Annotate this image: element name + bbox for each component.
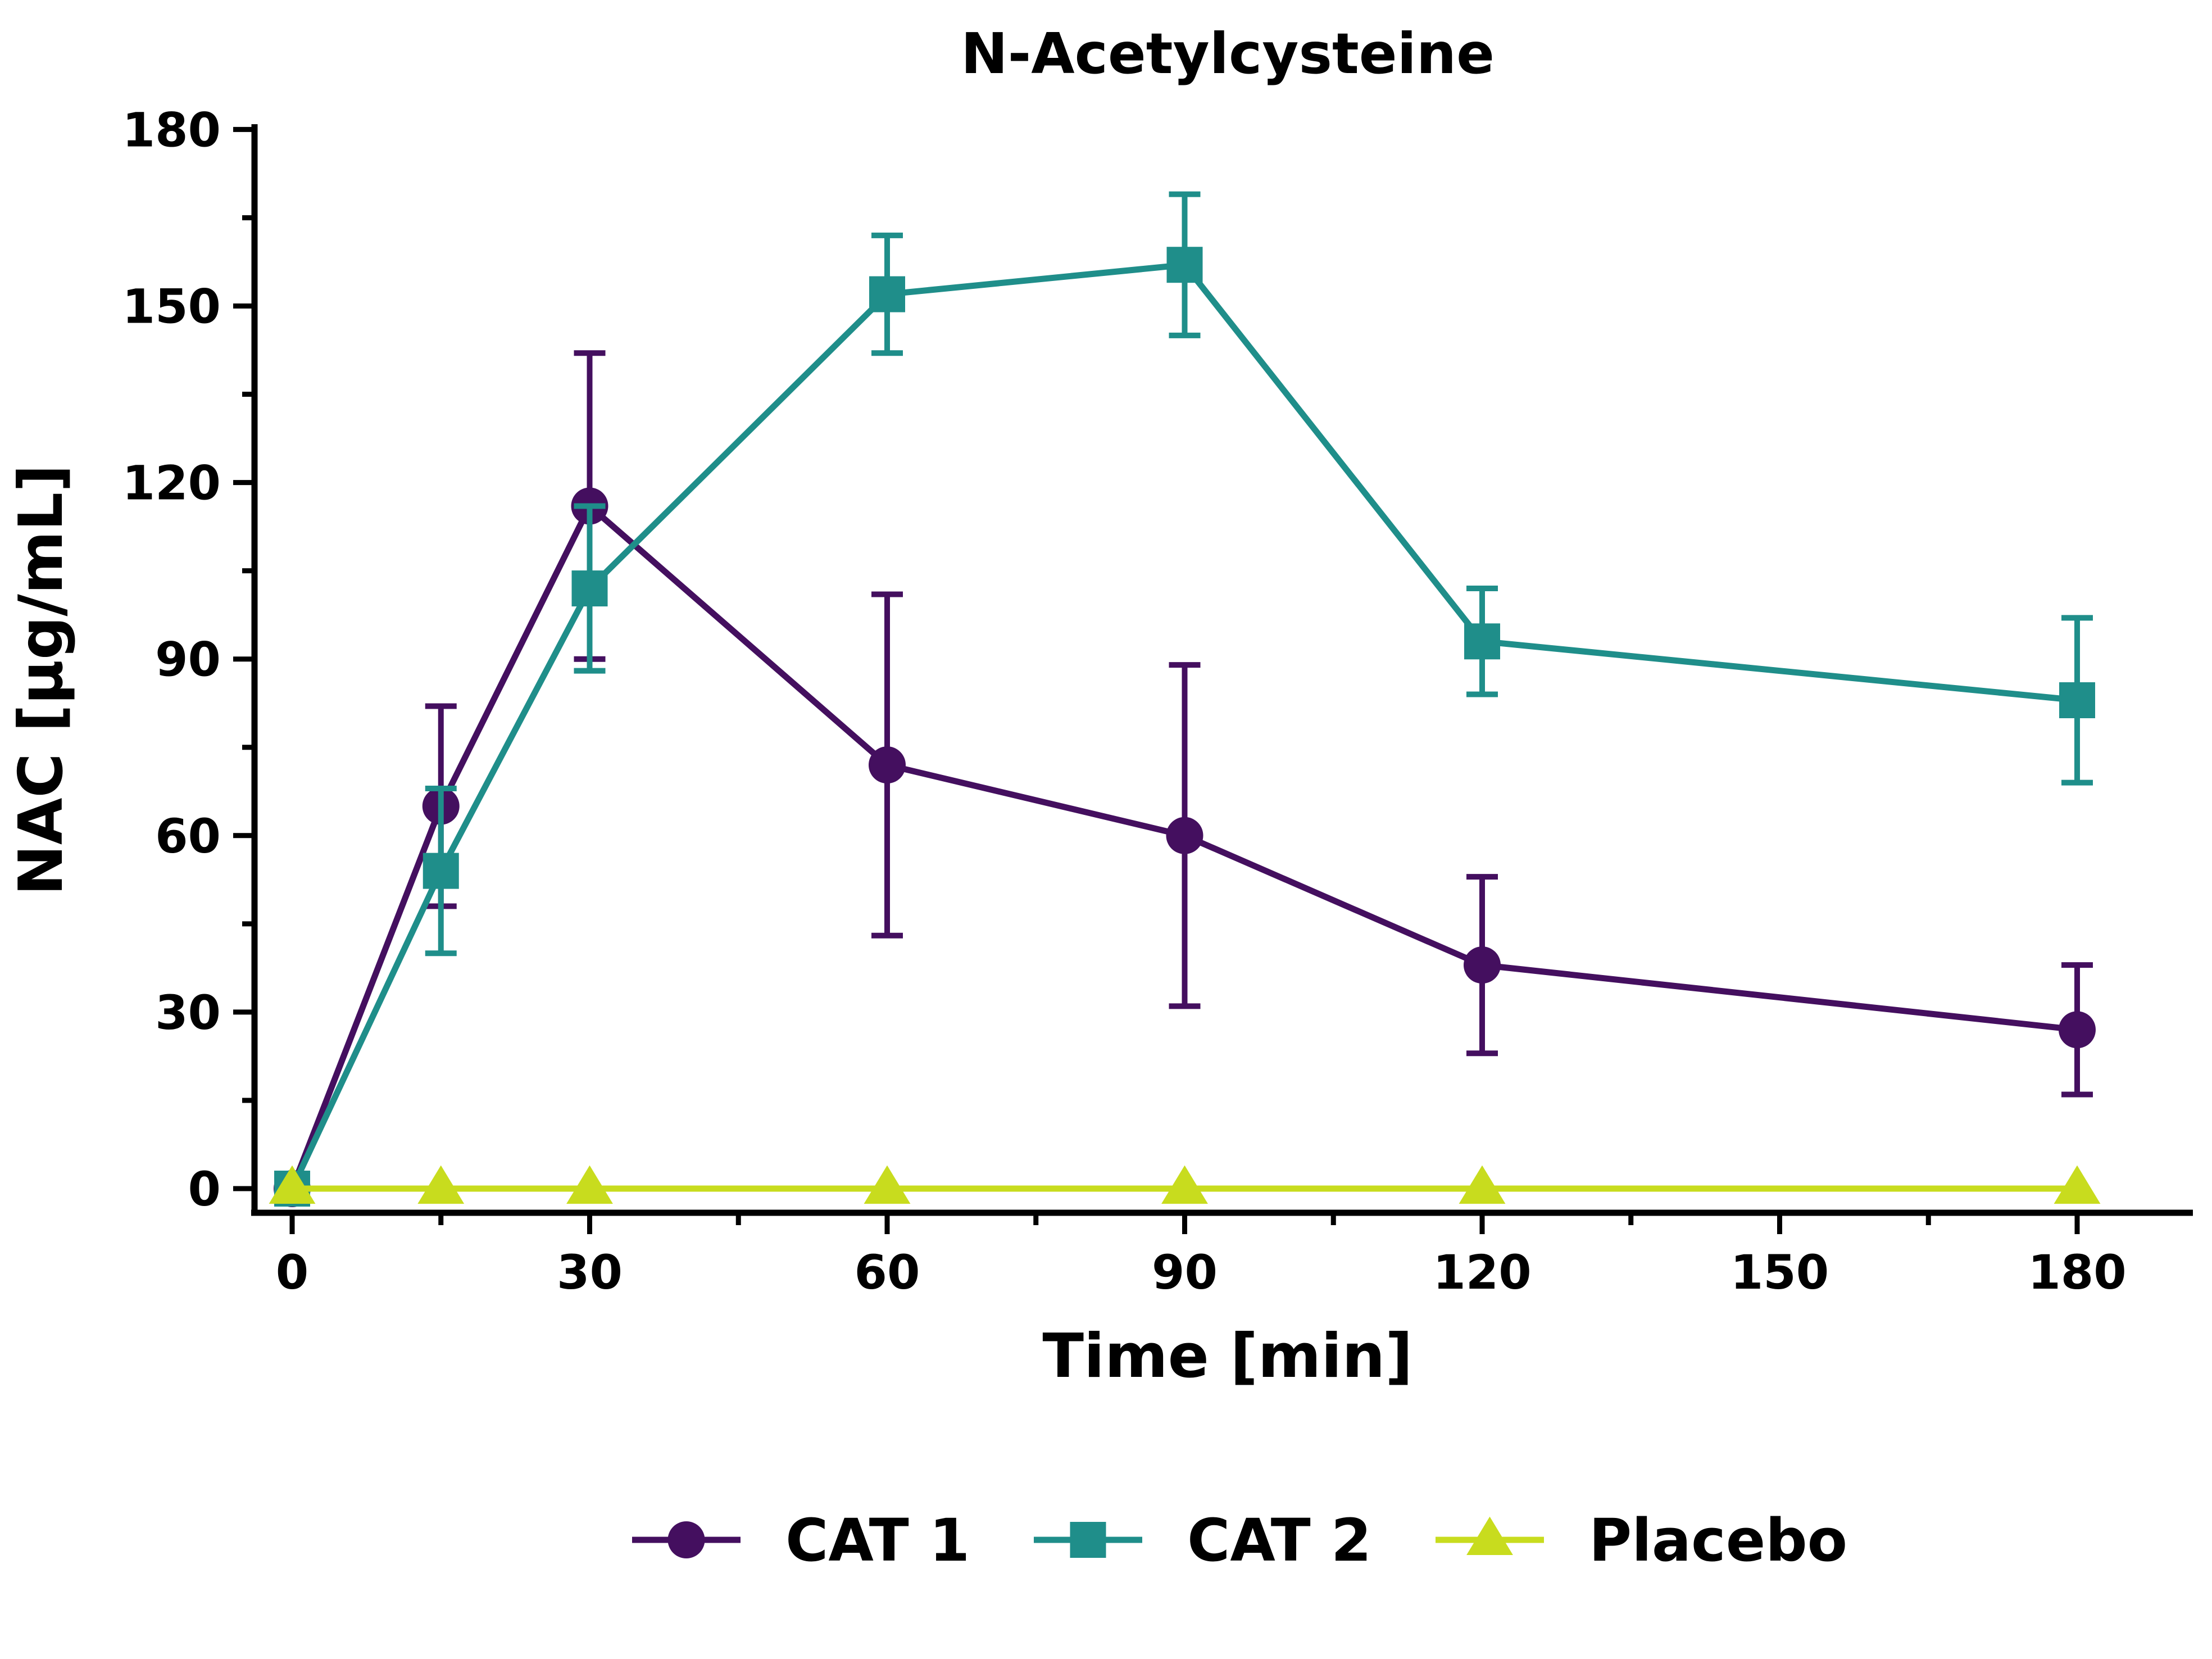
y-tick-label: 30 — [155, 985, 221, 1040]
x-tick-label: 150 — [1730, 1245, 1829, 1300]
legend-item-cat-1: CAT 1 — [632, 1506, 970, 1575]
axis-ticks: 0 30 60 90 120 150 180 0 30 60 90 120 150 180 — [122, 102, 2127, 1300]
triangle-marker — [269, 1165, 316, 1204]
circle-marker — [2059, 1011, 2096, 1049]
x-tick-label: 120 — [1433, 1245, 1531, 1300]
y-tick-label: 180 — [122, 102, 221, 157]
series-cat-2 — [274, 191, 2095, 1207]
triangle-marker — [1459, 1165, 1506, 1204]
legend-label: CAT 2 — [1187, 1506, 1371, 1575]
y-tick-label: 120 — [122, 456, 221, 511]
chart-title: N-Acetylcysteine — [961, 21, 1495, 87]
square-marker — [1070, 1522, 1106, 1558]
y-tick-label: 0 — [188, 1162, 221, 1217]
legend-label: Placebo — [1589, 1506, 1847, 1575]
y-tick-label: 60 — [155, 809, 221, 864]
square-marker — [1464, 623, 1500, 660]
circle-marker — [1166, 817, 1203, 854]
circle-marker — [667, 1521, 705, 1558]
y-axis-label: NAC [µg/mL] — [6, 464, 76, 895]
x-tick-label: 30 — [557, 1245, 623, 1300]
triangle-marker — [864, 1165, 911, 1204]
x-tick-label: 90 — [1152, 1245, 1218, 1300]
y-tick-label: 150 — [122, 279, 221, 334]
circle-marker — [1464, 946, 1501, 984]
y-tick-label: 90 — [155, 632, 221, 687]
legend: CAT 1 CAT 2 Placebo — [632, 1506, 1847, 1575]
x-tick-label: 60 — [855, 1245, 920, 1300]
triangle-marker — [1161, 1165, 1208, 1204]
x-axis-label: Time [min] — [1042, 1321, 1412, 1391]
x-tick-label: 180 — [2028, 1245, 2126, 1300]
plot-area — [269, 191, 2101, 1207]
triangle-marker — [566, 1165, 613, 1204]
square-marker — [423, 853, 459, 889]
legend-label: CAT 1 — [785, 1506, 970, 1575]
circle-marker — [869, 746, 906, 784]
square-marker — [869, 276, 905, 312]
series-cat-1 — [274, 350, 2096, 1207]
series-placebo — [269, 1165, 2101, 1204]
square-marker — [571, 570, 608, 607]
triangle-marker — [2054, 1165, 2101, 1204]
square-marker — [1166, 247, 1203, 283]
legend-item-cat-2: CAT 2 — [1034, 1506, 1371, 1575]
x-tick-label: 0 — [276, 1245, 308, 1300]
triangle-marker — [1466, 1516, 1513, 1555]
legend-item-placebo: Placebo — [1436, 1506, 1847, 1575]
square-marker — [2059, 682, 2095, 718]
triangle-marker — [417, 1165, 465, 1204]
